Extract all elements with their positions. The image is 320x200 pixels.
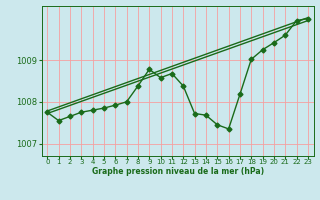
X-axis label: Graphe pression niveau de la mer (hPa): Graphe pression niveau de la mer (hPa) bbox=[92, 167, 264, 176]
